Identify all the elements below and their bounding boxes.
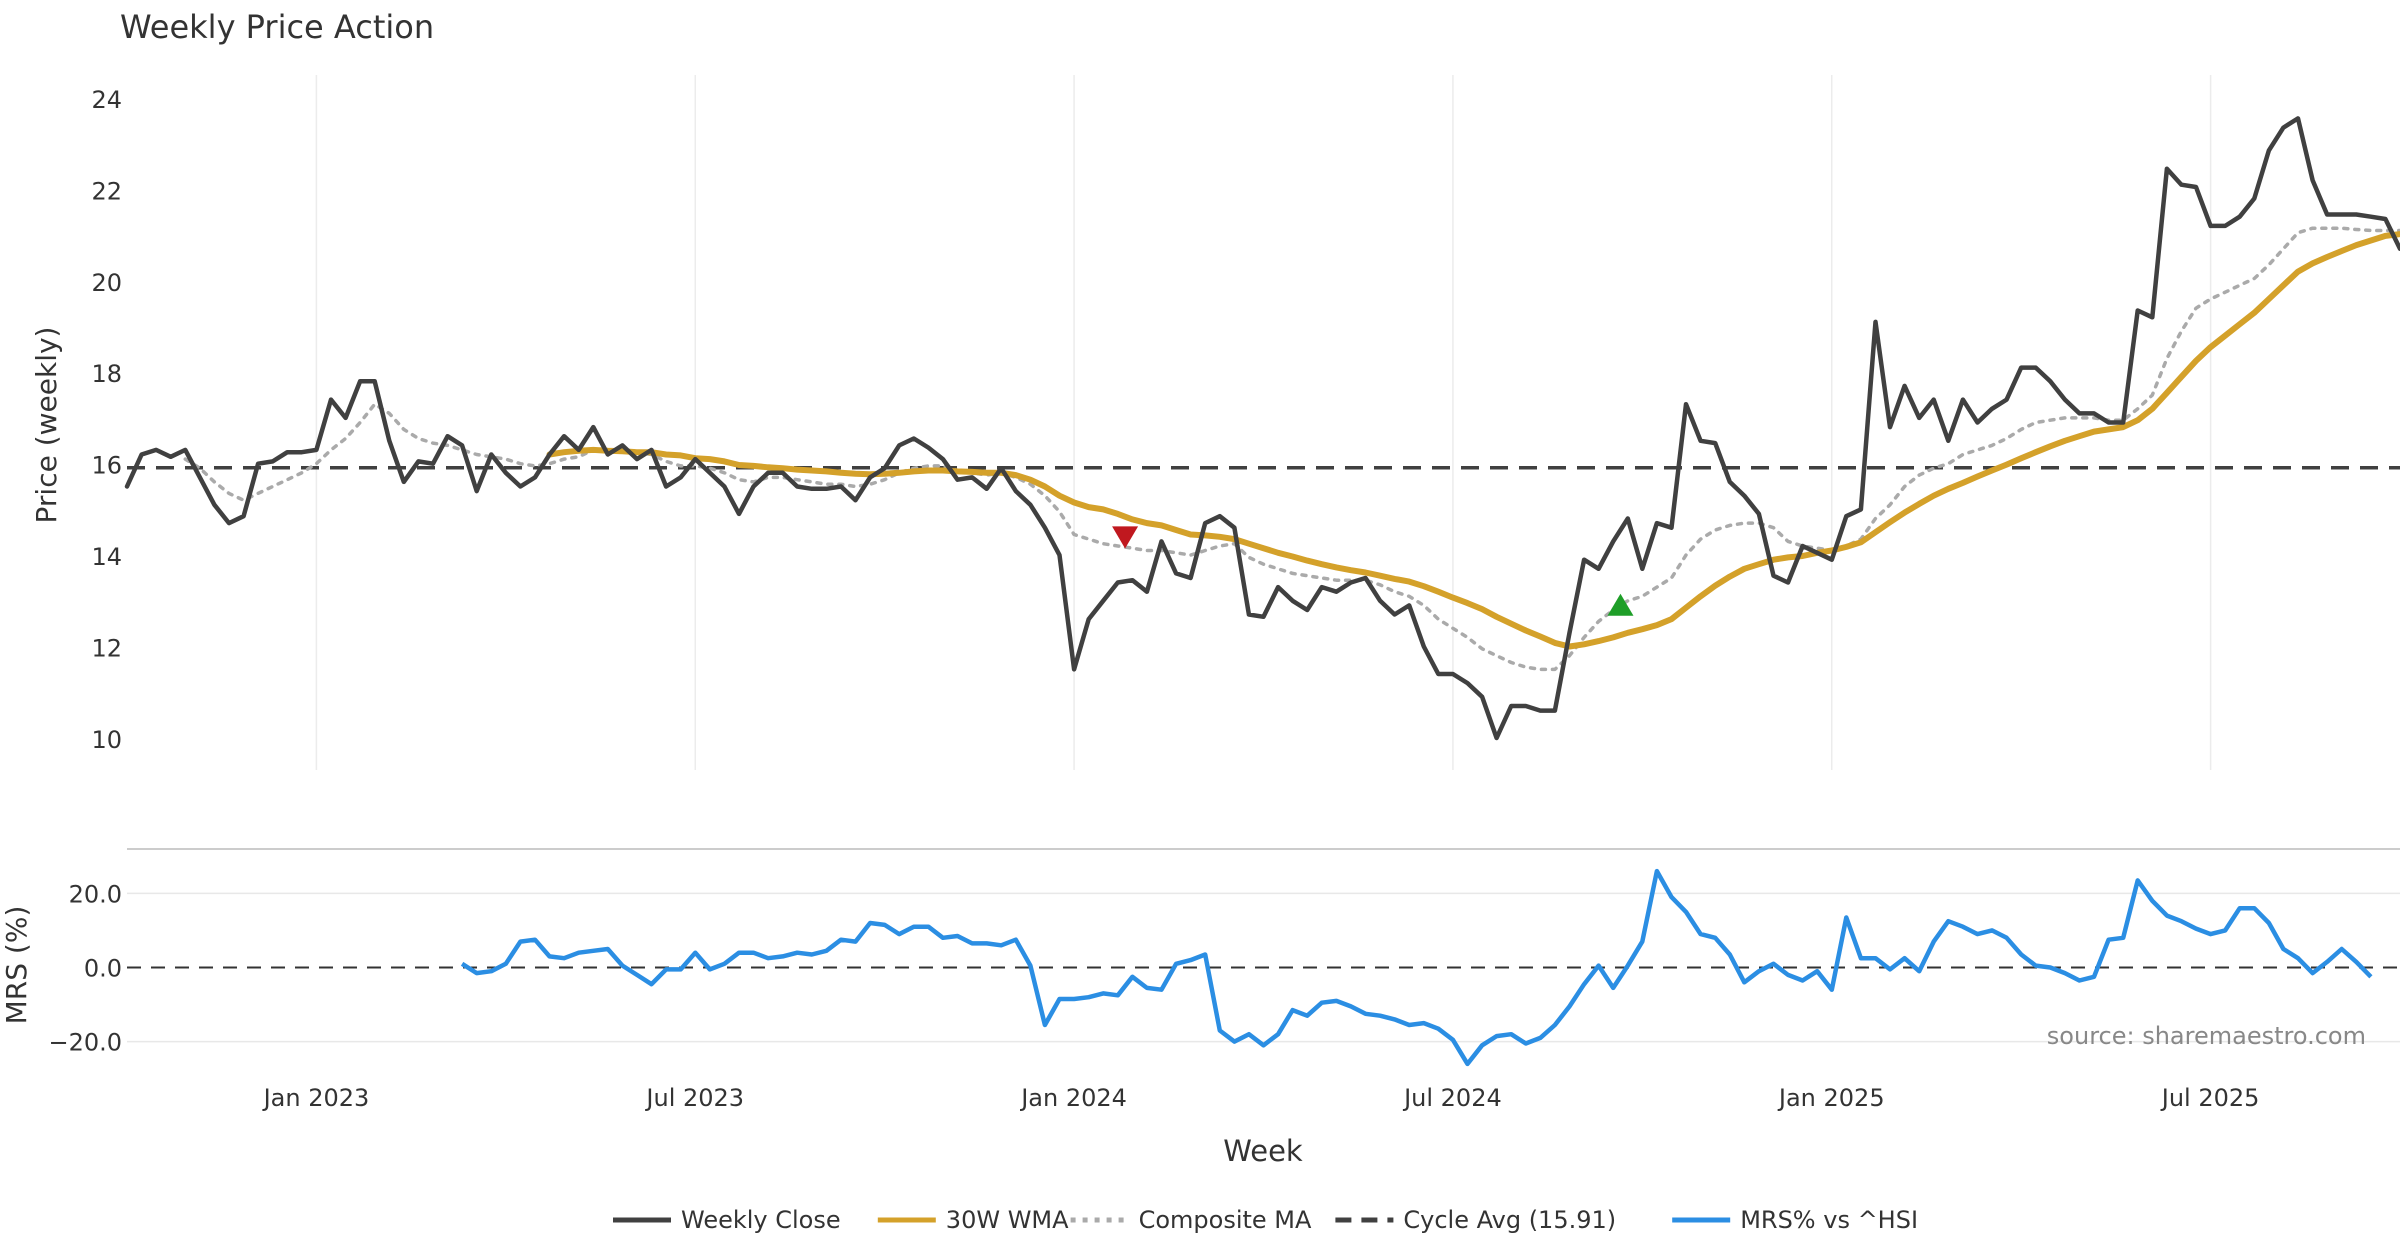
price-y-tick-7: 10 <box>91 726 122 754</box>
mrs-y-tick-1: 0.0 <box>84 955 122 983</box>
price-y-tick-3: 18 <box>91 360 122 388</box>
x-tick-2: Jan 2024 <box>1019 1084 1127 1112</box>
mrs-gridlines <box>127 892 2400 1043</box>
legend-label: Composite MA <box>1139 1206 1312 1234</box>
price-y-tick-4: 16 <box>91 452 122 480</box>
legend-item-1: 30W WMA <box>877 1206 1069 1234</box>
sell-signal-marker <box>1112 526 1139 549</box>
legend-label: MRS% vs ^HSI <box>1740 1206 1918 1234</box>
price-y-tick-2: 20 <box>91 269 122 297</box>
series-composite-ma <box>183 226 2400 672</box>
legend-item-4: MRS% vs ^HSI <box>1672 1206 1918 1234</box>
legend-label: Weekly Close <box>681 1206 841 1234</box>
chart-title: Weekly Price Action <box>120 8 434 46</box>
mrs-y-axis-label: MRS (%) <box>0 906 33 1025</box>
legend-item-3: Cycle Avg (15.91) <box>1335 1206 1616 1234</box>
price-y-tick-1: 22 <box>91 177 122 205</box>
legend-label: 30W WMA <box>946 1206 1069 1234</box>
price-y-axis-label: Price (weekly) <box>30 327 63 524</box>
price-y-tick-5: 14 <box>91 543 122 571</box>
x-tick-1: Jul 2023 <box>644 1084 744 1112</box>
mrs-y-axis-ticks: 20.0 0.0 −20.0 <box>48 880 122 1056</box>
x-tick-0: Jan 2023 <box>262 1084 370 1112</box>
legend: Weekly Close 30W WMA Composite MA Cycle Avg… <box>613 1206 1918 1234</box>
legend-label: Cycle Avg (15.91) <box>1403 1206 1616 1234</box>
x-axis-label: Week <box>1223 1134 1303 1168</box>
mrs-series-group <box>460 868 2373 1067</box>
x-tick-5: Jul 2025 <box>2160 1084 2260 1112</box>
price-series-group <box>124 116 2400 741</box>
x-tick-3: Jul 2024 <box>1402 1084 1502 1112</box>
source-note: source: sharemaestro.com <box>2047 1022 2366 1050</box>
price-y-axis-ticks: 24 22 20 18 16 14 12 10 <box>91 86 122 754</box>
legend-item-2: Composite MA <box>1070 1206 1312 1234</box>
mrs-y-tick-2: −20.0 <box>48 1029 122 1057</box>
x-axis-ticks: Jan 2023 Jul 2023 Jan 2024 Jul 2024 Jan 2025… <box>262 1084 2260 1112</box>
price-y-tick-0: 24 <box>91 86 122 114</box>
price-y-tick-6: 12 <box>91 635 122 663</box>
price-gridlines <box>315 75 2212 770</box>
signal-markers <box>1112 526 1634 616</box>
series-mrs-vs-hsi <box>460 868 2373 1067</box>
x-tick-4: Jan 2025 <box>1777 1084 1885 1112</box>
buy-signal-marker <box>1607 593 1634 616</box>
mrs-y-tick-0: 20.0 <box>69 880 122 908</box>
series-weekly-close <box>124 116 2400 741</box>
series-30w-wma <box>546 231 2400 650</box>
legend-item-0: Weekly Close <box>613 1206 841 1234</box>
